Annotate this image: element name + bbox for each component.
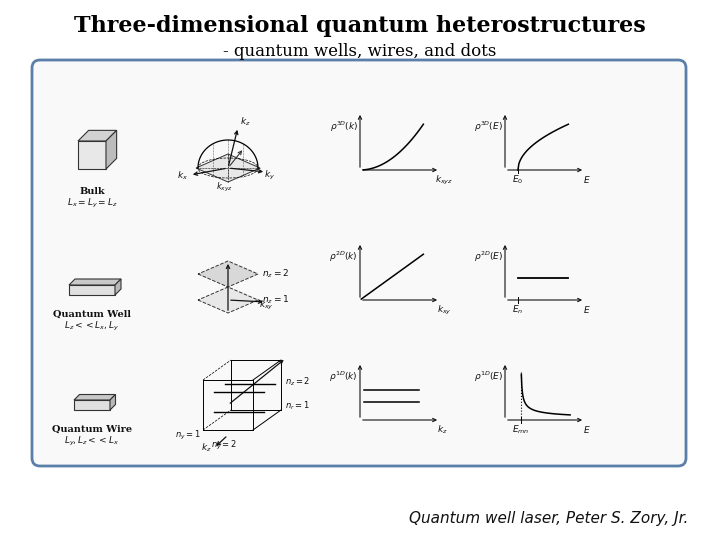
Text: $E_n$: $E_n$ bbox=[513, 304, 523, 316]
Text: $k_z$: $k_z$ bbox=[202, 441, 212, 454]
Polygon shape bbox=[74, 395, 115, 400]
Text: $E_0$: $E_0$ bbox=[513, 174, 523, 186]
Text: - quantum wells, wires, and dots: - quantum wells, wires, and dots bbox=[223, 44, 497, 60]
Text: $L_y, L_z << L_x$: $L_y, L_z << L_x$ bbox=[65, 435, 120, 448]
Polygon shape bbox=[115, 279, 121, 295]
Text: $k_{xy}$: $k_{xy}$ bbox=[258, 299, 274, 313]
Text: $n_y=2$: $n_y=2$ bbox=[211, 440, 237, 453]
Polygon shape bbox=[196, 154, 260, 182]
Polygon shape bbox=[78, 141, 106, 169]
Text: $E$: $E$ bbox=[583, 424, 591, 435]
Text: Quantum Wire: Quantum Wire bbox=[52, 425, 132, 434]
Polygon shape bbox=[74, 400, 110, 410]
Polygon shape bbox=[106, 130, 117, 169]
Text: $\rho^{3D}(k)$: $\rho^{3D}(k)$ bbox=[330, 120, 358, 134]
Text: $k_x$: $k_x$ bbox=[177, 170, 188, 183]
Text: Quantum well laser, Peter S. Zory, Jr.: Quantum well laser, Peter S. Zory, Jr. bbox=[409, 510, 688, 525]
Text: $\rho^{2D}(E)$: $\rho^{2D}(E)$ bbox=[474, 250, 503, 265]
Text: $k_{xyz}$: $k_{xyz}$ bbox=[215, 181, 233, 194]
Polygon shape bbox=[69, 279, 121, 285]
FancyBboxPatch shape bbox=[32, 60, 686, 466]
Polygon shape bbox=[198, 261, 258, 287]
Text: $k_y$: $k_y$ bbox=[264, 170, 275, 183]
Text: $k_{xyz}$: $k_{xyz}$ bbox=[435, 174, 453, 187]
Text: Bulk: Bulk bbox=[79, 187, 105, 196]
Text: $k_z$: $k_z$ bbox=[436, 424, 447, 436]
Text: $\rho^{1D}(k)$: $\rho^{1D}(k)$ bbox=[329, 370, 358, 384]
Polygon shape bbox=[78, 130, 117, 141]
Polygon shape bbox=[110, 395, 115, 410]
Text: $\rho^{1D}(E)$: $\rho^{1D}(E)$ bbox=[474, 370, 503, 384]
Text: $n_z=1$: $n_z=1$ bbox=[262, 294, 289, 306]
Text: $k_{xy}$: $k_{xy}$ bbox=[436, 304, 451, 317]
Text: $n_z=2$: $n_z=2$ bbox=[285, 375, 310, 388]
Text: $k_z$: $k_z$ bbox=[240, 115, 251, 127]
Text: $\rho^{3D}(E)$: $\rho^{3D}(E)$ bbox=[474, 120, 503, 134]
Text: Three-dimensional quantum heterostructures: Three-dimensional quantum heterostructur… bbox=[74, 15, 646, 37]
Text: $E$: $E$ bbox=[583, 304, 591, 315]
Text: $L_x = L_y = L_z$: $L_x = L_y = L_z$ bbox=[67, 197, 117, 210]
Text: Quantum Well: Quantum Well bbox=[53, 310, 131, 319]
Text: $E_{mn}$: $E_{mn}$ bbox=[512, 424, 529, 436]
Text: $L_z << L_x, L_y$: $L_z << L_x, L_y$ bbox=[64, 320, 120, 333]
Text: $n_y=1$: $n_y=1$ bbox=[175, 429, 201, 442]
Text: $n_z=2$: $n_z=2$ bbox=[262, 268, 289, 280]
Text: $E$: $E$ bbox=[583, 174, 591, 185]
Polygon shape bbox=[69, 285, 115, 295]
Polygon shape bbox=[198, 287, 258, 313]
Text: $n_r=1$: $n_r=1$ bbox=[285, 400, 310, 413]
Text: $\rho^{2D}(k)$: $\rho^{2D}(k)$ bbox=[329, 250, 358, 265]
